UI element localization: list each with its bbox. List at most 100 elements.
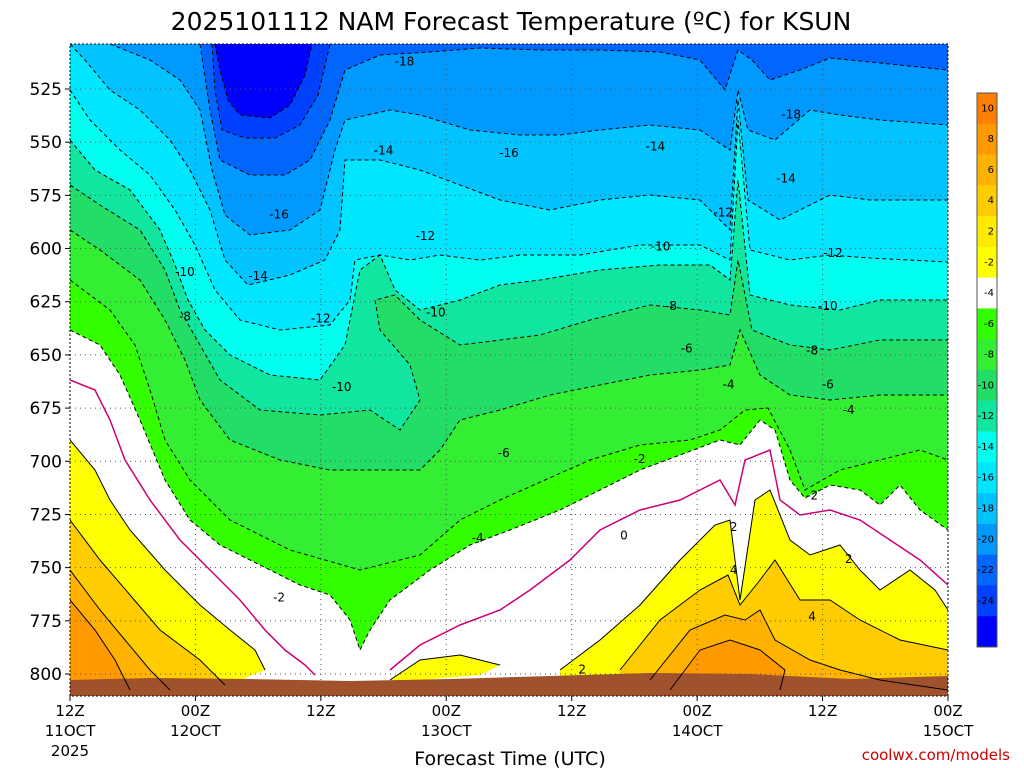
colorbar-swatch [977,400,997,433]
contour-label: -2 [806,488,818,502]
y-tick-label: 525 [30,80,62,100]
colorbar-tick-label: -18 [978,504,994,515]
contour-label: -14 [646,139,666,153]
x-tick-label: 15OCT [923,722,974,740]
colorbar-swatch [977,185,997,217]
colorbar-tick-label: 6 [988,165,994,176]
colorbar-tick-label: 8 [988,134,994,145]
x-axis: 12Z 11OCT 2025 00Z 12OCT 12Z 00Z 13OCT 12Z 00Z 14O… [45,696,974,760]
colorbar-swatch [977,431,997,463]
negative-contour-lines [70,44,948,652]
colorbar-tick-label: 10 [981,103,994,114]
y-tick-label: 775 [30,612,62,632]
contour-label: -6 [681,342,693,356]
colorbar-swatch [977,493,997,525]
x-tick-label: 11OCT [45,722,96,740]
colorbar-swatch [977,585,997,617]
y-tick-label: 800 [30,665,62,685]
colorbar-swatch [977,246,997,279]
contour-label: -18 [781,108,801,122]
x-tick-label: 12OCT [170,722,221,740]
contour-label: -10 [332,380,352,394]
contour-label: 2 [845,552,853,566]
positive-contour-lines [70,439,948,691]
contour-label: -8 [665,299,677,313]
y-tick-label: 600 [30,240,62,260]
contour-label: -6 [822,378,834,392]
colorbar-tick-label: 4 [988,196,994,207]
x-tick-label: 12Z [557,702,586,720]
y-tick-label: 575 [30,186,62,206]
contour-label: -8 [806,344,818,358]
colorbar-swatch [977,308,997,340]
colorbar-tick-label: -12 [978,411,994,422]
x-tick-label: 12Z [55,702,84,720]
y-tick-label: 675 [30,399,62,419]
contour-label: -4 [723,378,735,392]
x-tick-label: 12Z [306,702,335,720]
colorbar-tick-label: -2 [984,257,994,268]
contour-label: -4 [472,531,484,545]
x-tick-label: 00Z [432,702,461,720]
contour-label: -6 [498,446,510,460]
contour-label: -2 [273,590,285,604]
colorbar-swatch [977,523,997,556]
contour-label: 2 [730,520,738,534]
colorbar-swatch [977,216,997,248]
contour-label: 4 [808,610,816,624]
credit-link[interactable]: coolwx.com/models [862,746,1010,764]
colorbar-swatch [977,339,997,371]
contour-label: -16 [499,146,519,160]
contour-label: -10 [818,299,838,313]
colorbar-swatch [977,462,997,494]
colorbar-tick-label: 2 [988,227,994,238]
y-tick-label: 625 [30,293,62,313]
colorbar-swatch [977,123,997,156]
y-tick-label: 550 [30,133,62,153]
contour-label: -12 [823,246,843,260]
colorbar: 10 8 6 4 2 -2 -4 -6 -8 -10 -12 -14 -16 -18 -20 -22 -24 [976,92,998,648]
colorbar-swatch [977,93,997,125]
contour-label: -14 [248,269,268,283]
contour-label: -10 [175,265,195,279]
x-tick-label: 12Z [808,702,837,720]
y-tick-label: 750 [30,559,62,579]
contour-label: 2 [578,663,586,677]
chart-title: 2025101112 NAM Forecast Temperature (ºC)… [171,7,852,36]
x-tick-label: 14OCT [672,722,723,740]
x-tick-label: 00Z [181,702,210,720]
colorbar-frame [976,92,998,648]
temperature-contour-field: -18 -18 -14 -16 -14 -14 -16 -12 -12 -10 -12 -10 -14 -… [70,44,948,696]
contour-label: 4 [730,563,738,577]
colorbar-tick-label: -16 [978,473,994,484]
x-tick-label: 00Z [933,702,962,720]
colorbar-swatch [977,370,997,402]
contour-label: -12 [416,229,436,243]
x-tick-label: 00Z [682,702,711,720]
contour-label: -8 [179,310,191,324]
colorbar-swatch [977,554,997,586]
colorbar-tick-label: -6 [984,319,994,330]
contour-label: -10 [651,239,671,253]
y-tick-label: 650 [30,346,62,366]
colorbar-tick-label: -4 [984,288,994,299]
colorbar-tick-label: -10 [978,380,994,391]
plot-frame [69,43,949,697]
x-tick-label: 2025 [51,742,89,760]
grid-lines [70,44,948,696]
colorbar-swatch [977,154,997,186]
band-0-mid [390,655,500,680]
contour-label: -12 [713,205,733,219]
contour-label: -14 [776,171,796,185]
colorbar-tick-label: -22 [978,565,994,576]
colorbar-swatch [977,616,997,648]
contour-label: -18 [395,54,415,68]
contour-label: -16 [269,208,289,222]
x-axis-label: Forecast Time (UTC) [414,748,605,768]
colorbar-tick-label: -20 [978,534,994,545]
contour-labels: -18 -18 -14 -16 -14 -14 -16 -12 -12 -10 -12 -10 -14 -… [175,54,855,677]
contour-label: -10 [426,305,446,319]
contour-label: -14 [374,144,394,158]
colorbar-tick-label: -14 [978,442,994,453]
contour-label: -2 [634,452,646,466]
